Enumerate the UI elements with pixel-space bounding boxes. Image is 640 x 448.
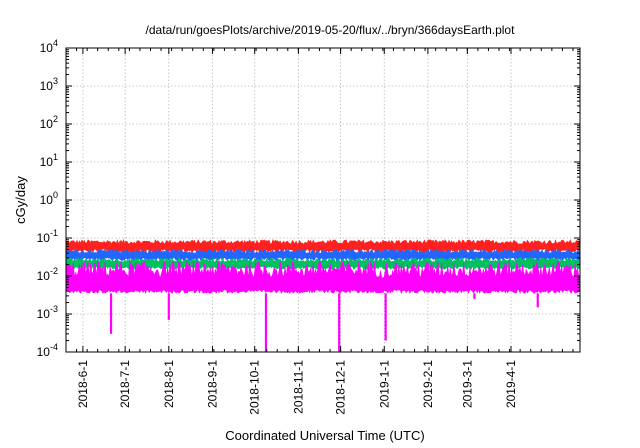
x-tick-label: 2018-6-1 xyxy=(76,360,90,408)
x-tick-labels: 2018-6-1 2018-7-1 2018-8-1 2018-9-1 2018-10-… xyxy=(76,360,518,415)
x-tick-label: 2018-8-1 xyxy=(162,360,176,408)
x-tick-label: 2018-11-1 xyxy=(291,360,305,414)
x-axis-label: Coordinated Universal Time (UTC) xyxy=(225,428,424,443)
ticks xyxy=(65,47,580,353)
x-tick-label: 2019-1-1 xyxy=(377,360,391,408)
y-axis-label: cGy/day xyxy=(13,176,28,224)
x-tick-label: 2019-4-1 xyxy=(504,360,518,408)
x-tick-label: 2018-9-1 xyxy=(205,360,219,408)
chart-title: /data/run/goesPlots/archive/2019-05-20/f… xyxy=(146,23,516,37)
x-tick-label: 2019-2-1 xyxy=(421,360,435,408)
x-tick-label: 2018-7-1 xyxy=(118,360,132,408)
x-tick-label: 2018-10-1 xyxy=(248,360,262,415)
x-tick-label: 2019-3-1 xyxy=(460,360,474,408)
x-tick-label: 2018-12-1 xyxy=(334,360,348,415)
